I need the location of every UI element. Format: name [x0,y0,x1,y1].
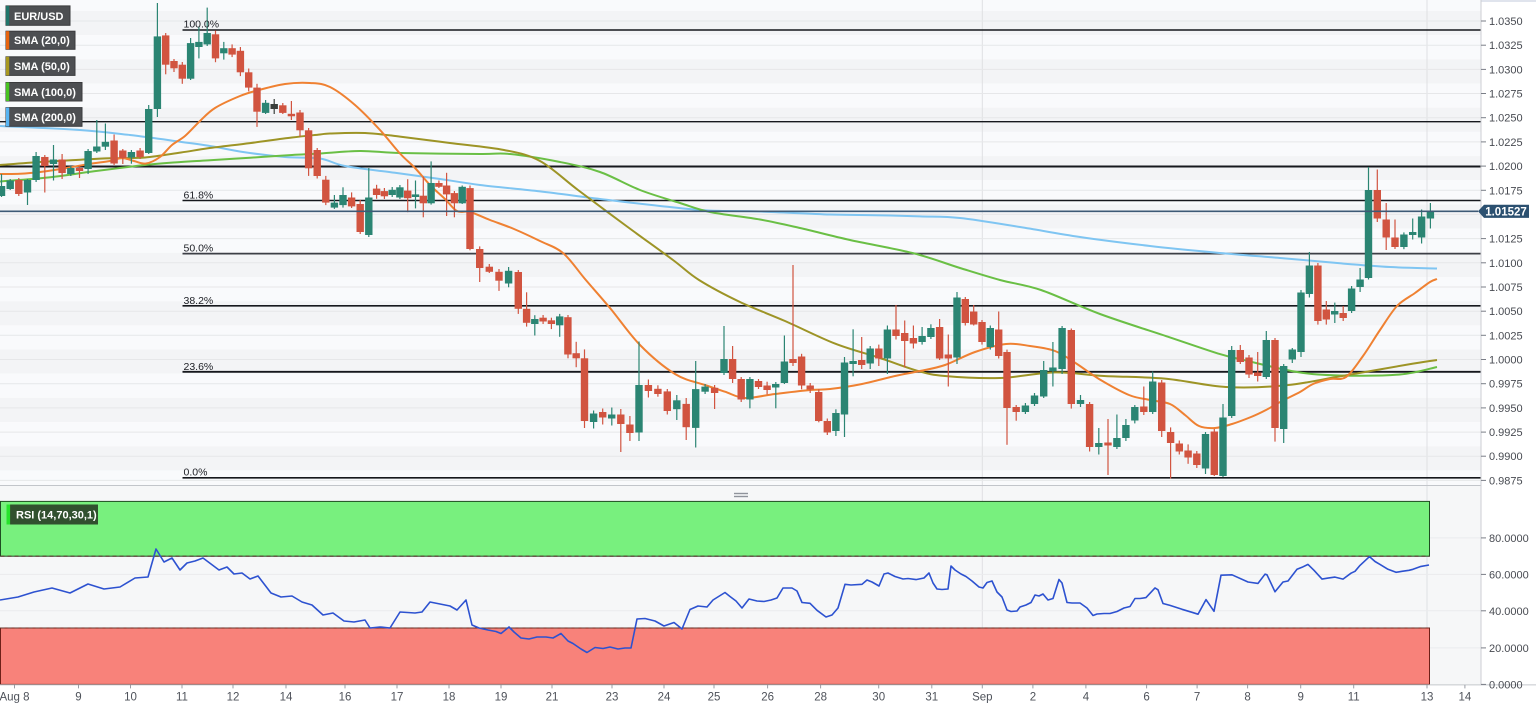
svg-text:0.9975: 0.9975 [1489,379,1523,391]
svg-text:1.0225: 1.0225 [1489,137,1523,149]
svg-text:28: 28 [814,692,827,704]
svg-text:20.0000: 20.0000 [1489,643,1529,655]
svg-text:8: 8 [1244,692,1250,704]
svg-text:60.0000: 60.0000 [1489,569,1529,581]
svg-text:6: 6 [1143,692,1149,704]
svg-text:9: 9 [1297,692,1303,704]
svg-text:16: 16 [339,692,352,704]
svg-text:1.0025: 1.0025 [1489,330,1523,342]
svg-text:40.0000: 40.0000 [1489,606,1529,618]
svg-text:Aug 8: Aug 8 [0,692,30,704]
svg-text:23: 23 [606,692,619,704]
svg-text:1.0275: 1.0275 [1489,89,1523,101]
svg-text:14: 14 [280,692,293,704]
svg-text:EUR/USD: EUR/USD [14,11,64,23]
svg-text:31: 31 [925,692,938,704]
svg-text:11: 11 [176,692,188,704]
svg-text:23.6%: 23.6% [184,361,214,373]
svg-text:SMA (50,0): SMA (50,0) [14,61,70,73]
svg-text:9: 9 [75,692,81,704]
svg-text:12: 12 [227,692,240,704]
svg-text:1.0125: 1.0125 [1489,234,1523,246]
svg-text:7: 7 [1194,692,1200,704]
svg-text:1.0100: 1.0100 [1489,258,1523,270]
svg-text:0.0000: 0.0000 [1489,679,1523,691]
svg-text:1.0200: 1.0200 [1489,161,1523,173]
svg-text:2: 2 [1030,692,1036,704]
svg-text:4: 4 [1083,692,1090,704]
svg-text:26: 26 [761,692,774,704]
svg-text:10: 10 [124,692,137,704]
svg-text:0.9875: 0.9875 [1489,475,1523,487]
svg-text:0.9925: 0.9925 [1489,427,1523,439]
svg-text:25: 25 [708,692,721,704]
svg-text:19: 19 [495,692,508,704]
svg-text:14: 14 [1459,692,1472,704]
svg-text:1.0250: 1.0250 [1489,113,1523,125]
svg-text:1.0300: 1.0300 [1489,64,1523,76]
svg-text:1.0325: 1.0325 [1489,40,1523,52]
svg-text:18: 18 [443,692,456,704]
svg-text:0.9900: 0.9900 [1489,451,1523,463]
svg-text:13: 13 [1421,692,1434,704]
svg-text:38.2%: 38.2% [184,295,214,307]
svg-text:Sep: Sep [972,692,992,704]
svg-text:1.0350: 1.0350 [1489,16,1523,28]
svg-text:21: 21 [546,692,559,704]
svg-text:1.0175: 1.0175 [1489,185,1523,197]
svg-text:1.01527: 1.01527 [1485,207,1527,219]
svg-text:1.0075: 1.0075 [1489,282,1523,294]
svg-text:61.8%: 61.8% [184,190,214,202]
svg-text:17: 17 [391,692,404,704]
svg-text:24: 24 [658,692,671,704]
svg-text:100.0%: 100.0% [184,19,220,31]
svg-text:SMA (200,0): SMA (200,0) [14,112,76,124]
svg-text:1.0050: 1.0050 [1489,306,1523,318]
svg-text:50.0%: 50.0% [184,243,214,255]
svg-text:11: 11 [1348,692,1360,704]
svg-text:80.0000: 80.0000 [1489,533,1529,545]
svg-text:RSI (14,70,30,1): RSI (14,70,30,1) [16,510,97,522]
svg-text:0.9950: 0.9950 [1489,403,1523,415]
svg-text:SMA (100,0): SMA (100,0) [14,87,76,99]
svg-text:SMA (20,0): SMA (20,0) [14,35,70,47]
svg-text:30: 30 [872,692,885,704]
svg-text:1.0000: 1.0000 [1489,355,1523,367]
svg-text:0.0%: 0.0% [184,467,208,479]
